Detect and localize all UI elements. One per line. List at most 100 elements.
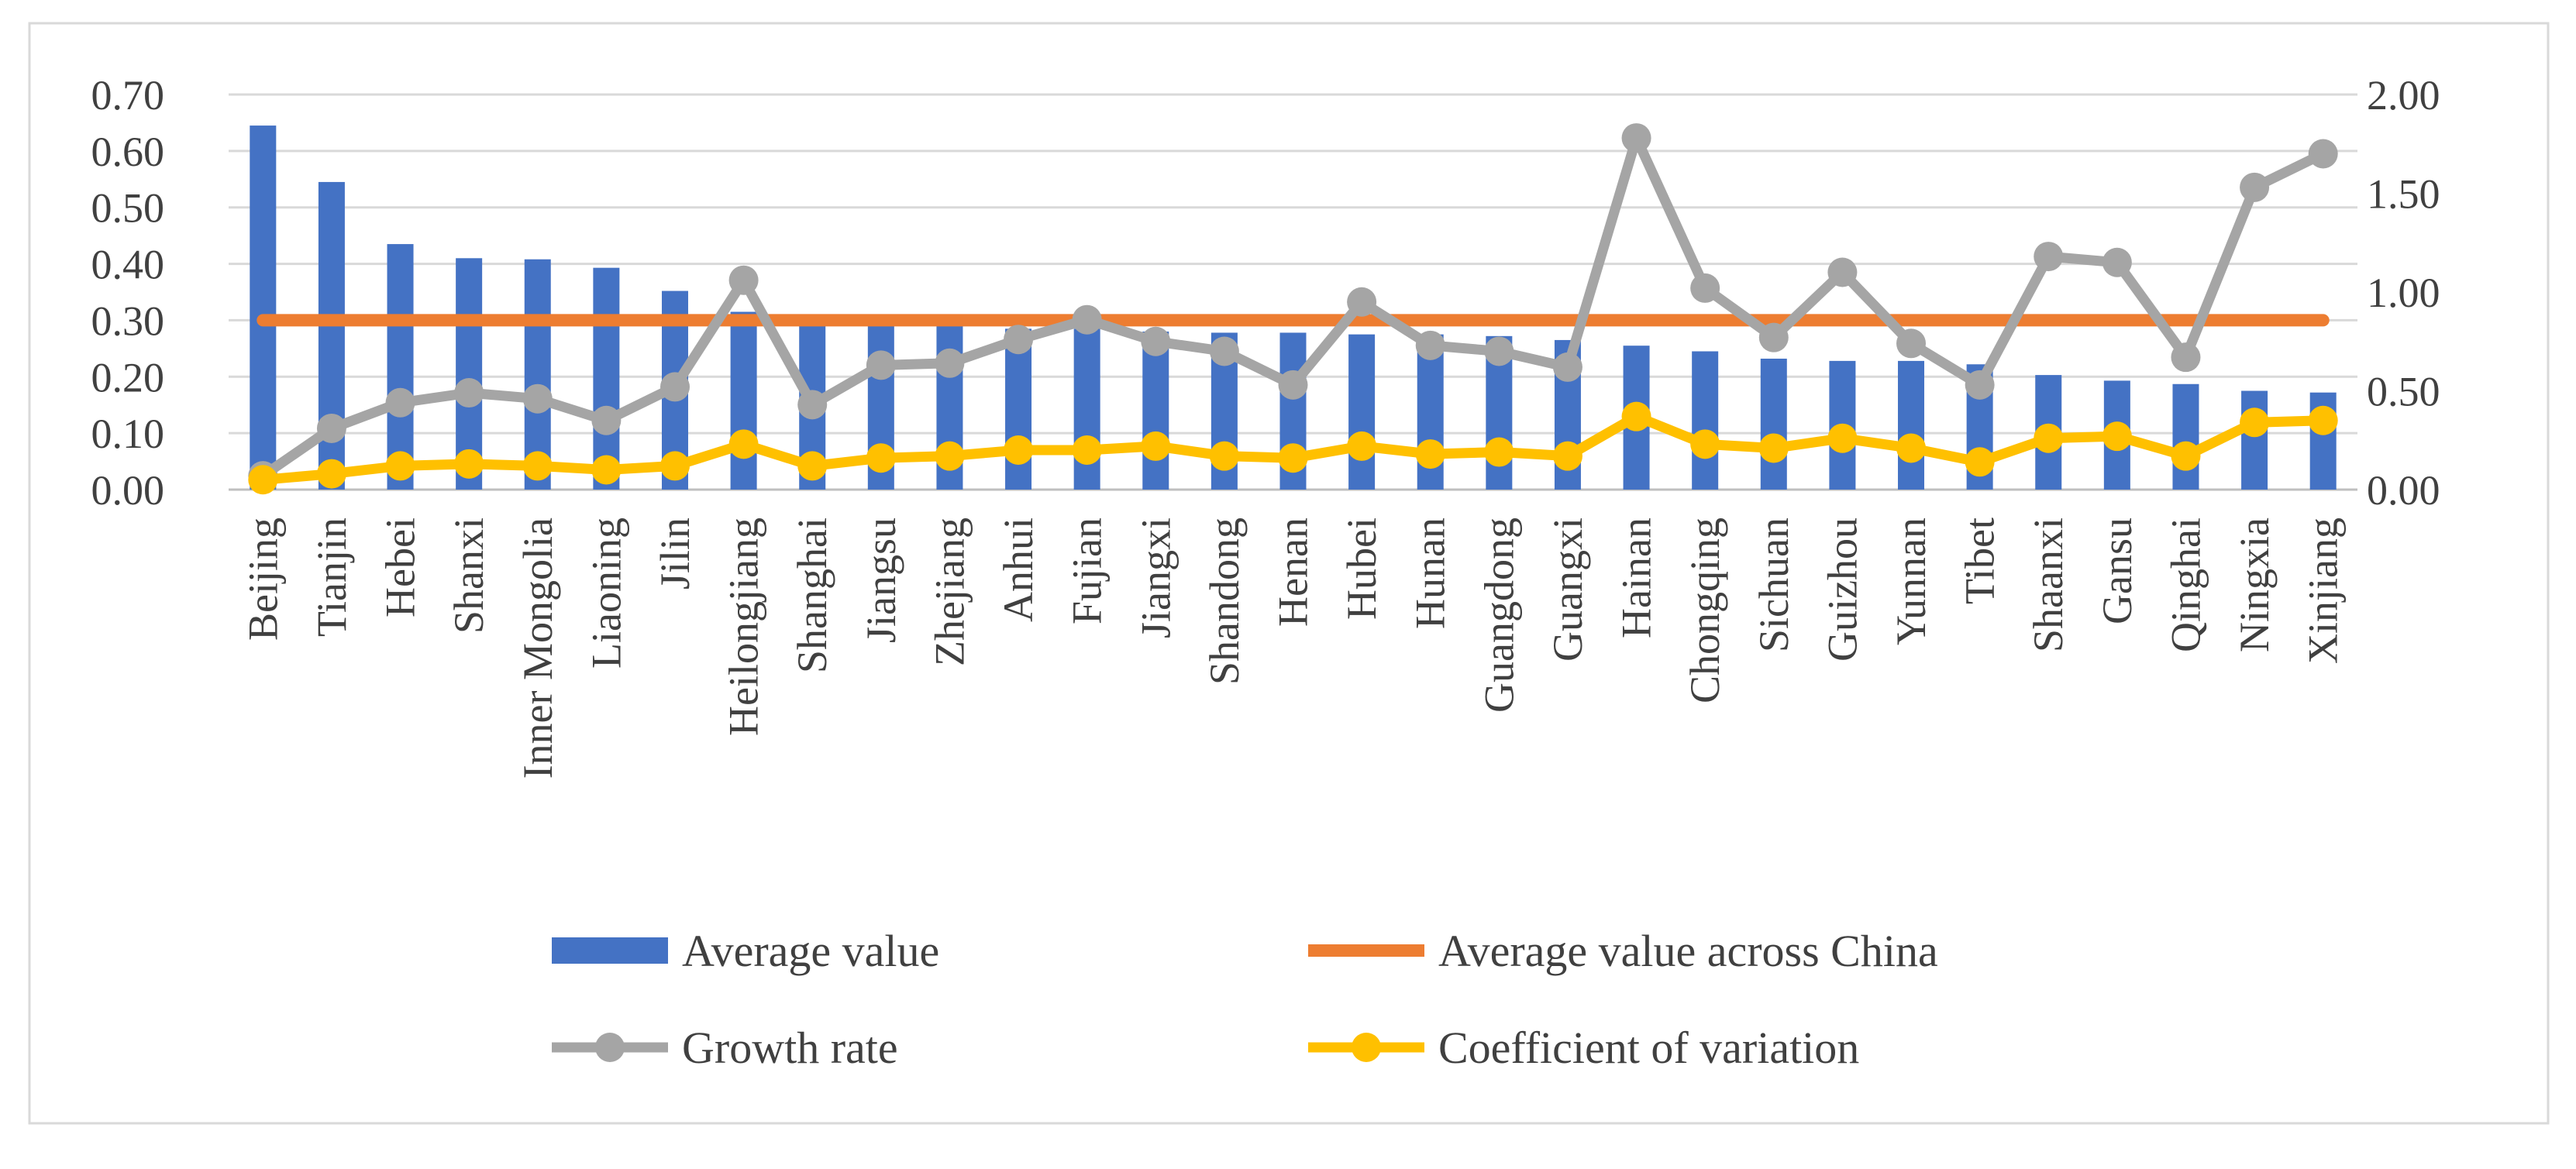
left-axis-tick-label: 0.50 (91, 185, 165, 232)
growth-rate-point (1415, 330, 1445, 360)
category-label: Hunan (1407, 517, 1454, 629)
coefficient-of-variation-point (522, 451, 553, 481)
growth-rate-point (2240, 172, 2270, 202)
legend: Average value Average value across China G… (552, 926, 1938, 1073)
category-label: Hainan (1613, 517, 1660, 638)
coefficient-of-variation-point (1484, 437, 1514, 467)
left-axis-tick-label: 0.10 (91, 411, 165, 457)
category-label: Sichuan (1751, 517, 1797, 652)
coefficient-of-variation-point (1415, 439, 1445, 469)
coefficient-of-variation-point (2034, 423, 2064, 453)
coefficient-of-variation-point (935, 441, 965, 471)
coefficient-of-variation-point (1758, 433, 1789, 463)
growth-rate-point (1004, 325, 1034, 355)
left-axis-tick-label: 0.60 (91, 129, 165, 175)
growth-rate-point (316, 413, 346, 443)
category-axis: Beijing Tianjin Hebei Shanxi Inner Mongolia L… (239, 517, 2346, 779)
growth-rate-point (935, 348, 965, 378)
bar-beijing (250, 125, 277, 490)
coefficient-of-variation-point (797, 451, 828, 481)
coefficient-of-variation-point (659, 451, 690, 481)
bar-fujian (1073, 328, 1100, 490)
category-label: Jilin (652, 517, 698, 590)
coefficient-of-variation-point (2240, 407, 2270, 438)
coefficient-of-variation-point (866, 443, 896, 473)
category-label: Liaoning (583, 517, 629, 669)
coefficient-of-variation-point (1209, 441, 1239, 471)
growth-rate-point (728, 265, 759, 295)
left-axis-tick-label: 0.20 (91, 354, 165, 401)
growth-rate-point (866, 350, 896, 380)
category-label: Henan (1270, 517, 1317, 627)
bar-hubei (1348, 334, 1376, 490)
coefficient-of-variation-point (591, 455, 622, 485)
growth-rate-point (1621, 123, 1651, 153)
growth-rate-point (591, 405, 622, 435)
coefficient-of-variation-point (2102, 421, 2132, 452)
category-label: Inner Mongolia (515, 517, 561, 779)
growth-rate-point (659, 372, 690, 402)
growth-rate-point (1484, 336, 1514, 366)
category-label: Yunnan (1888, 517, 1934, 645)
legend-marker-growth-rate (595, 1033, 625, 1062)
right-axis-tick-label: 0.50 (2367, 369, 2440, 415)
growth-rate-point (2034, 242, 2064, 272)
bar-tianjin (318, 181, 345, 490)
growth-rate-point (1072, 304, 1102, 335)
legend-swatch-average-value (552, 937, 668, 964)
category-label: Hubei (1338, 517, 1385, 620)
bar-yunnan (1898, 360, 1925, 490)
coefficient-of-variation-point (454, 449, 484, 479)
right-axis-tick-label: 0.00 (2367, 467, 2440, 514)
bar-qinghai (2172, 383, 2199, 490)
category-label: Xinjiang (2300, 517, 2347, 664)
right-axis: 0.00 0.50 1.00 1.50 2.00 (2367, 72, 2440, 514)
growth-rate-point (1552, 352, 1582, 382)
left-axis-tick-label: 0.40 (91, 242, 165, 288)
growth-rate-point (1690, 273, 1720, 303)
coefficient-of-variation-point (1621, 401, 1651, 431)
growth-rate-point (522, 383, 553, 414)
category-label: Shanghai (789, 517, 835, 673)
category-label: Shandong (1201, 517, 1248, 685)
bar-ningxia (2241, 390, 2268, 490)
growth-rate-point (1347, 287, 1377, 317)
growth-rate-point (1209, 336, 1239, 366)
coefficient-of-variation-point (1965, 447, 1995, 477)
coefficient-of-variation-point (1896, 433, 1927, 463)
category-label: Heilongjiang (721, 517, 767, 736)
category-label: Qinghai (2162, 517, 2209, 652)
coefficient-of-variation-point (385, 451, 415, 481)
right-axis-tick-label: 1.00 (2367, 270, 2440, 316)
legend-label-coefficient-of-variation: Coefficient of variation (1438, 1023, 1859, 1073)
legend-label-average-value: Average value (682, 926, 939, 976)
gridlines (229, 93, 2357, 491)
bar-heilongjiang (730, 311, 757, 490)
category-label: Guangdong (1476, 517, 1522, 713)
coefficient-of-variation-point (1278, 443, 1308, 473)
category-label: Hebei (377, 517, 424, 617)
left-axis-tick-label: 0.30 (91, 297, 165, 344)
coefficient-of-variation-point (2308, 405, 2338, 435)
growth-rate-point (2308, 139, 2338, 169)
coefficient-of-variation-point (1690, 429, 1720, 459)
coefficient-of-variation-point (1347, 431, 1377, 461)
category-label: Guangxi (1545, 517, 1591, 662)
bar-liaoning (593, 267, 620, 490)
legend-marker-coefficient-of-variation (1352, 1033, 1381, 1062)
coefficient-of-variation-point (1827, 423, 1858, 453)
growth-rate-point (797, 390, 828, 420)
coefficient-of-variation-point (1552, 441, 1582, 471)
category-label: Jiangxi (1132, 517, 1179, 638)
legend-label-growth-rate: Growth rate (682, 1023, 898, 1073)
left-axis: 0.00 0.10 0.20 0.30 0.40 0.50 0.60 0.70 (91, 72, 165, 514)
coefficient-of-variation-point (316, 459, 346, 489)
category-label: Tianjin (308, 517, 355, 637)
category-label: Jiangsu (858, 517, 904, 643)
growth-rate-point (1965, 370, 1995, 400)
growth-rate-point (1827, 257, 1858, 287)
category-label: Zhejiang (926, 517, 973, 666)
left-axis-tick-label: 0.00 (91, 467, 165, 514)
